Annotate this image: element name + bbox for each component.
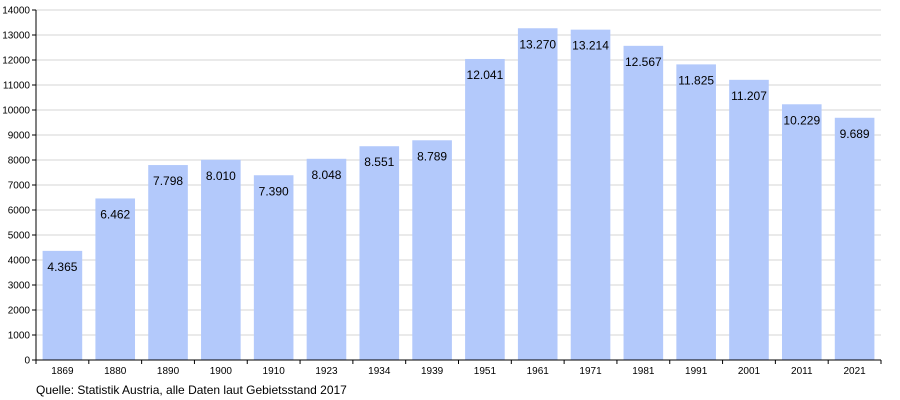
bar-1951 xyxy=(465,58,505,360)
x-tick-label: 1910 xyxy=(263,366,286,377)
y-tick-label: 4000 xyxy=(8,256,31,267)
bar-1934 xyxy=(359,146,400,360)
y-tick-label: 7000 xyxy=(8,181,31,192)
bar-1890 xyxy=(148,165,188,360)
bar-1971 xyxy=(570,29,611,361)
x-tick-label: 1900 xyxy=(210,366,233,377)
y-tick-label: 0 xyxy=(24,356,30,367)
y-tick-label: 12000 xyxy=(2,56,30,67)
bar-value-label: 6.462 xyxy=(100,207,130,221)
axes xyxy=(32,9,882,364)
bar-1961 xyxy=(517,28,558,360)
y-tick-label: 11000 xyxy=(3,81,31,92)
y-tick-label: 10000 xyxy=(2,106,30,117)
y-tick-label: 3000 xyxy=(8,281,31,292)
bar-value-label: 8.010 xyxy=(206,169,236,183)
bar-1939 xyxy=(412,140,452,360)
population-bar-chart: 0 1000 2000 3000 4000 5000 6000 7000 8000 9000 100… xyxy=(2,6,882,377)
x-tick-label: 2011 xyxy=(791,366,813,377)
bar-value-label: 7.390 xyxy=(259,184,289,198)
x-tick-label: 2001 xyxy=(738,366,761,377)
x-tick-labels: 1869 1880 1890 1900 1910 1923 1934 1939 1951 1961… xyxy=(51,366,866,377)
x-tick-label: 1971 xyxy=(579,366,602,377)
y-tick-label: 9000 xyxy=(8,131,31,142)
bar-value-label: 13.270 xyxy=(519,37,556,51)
y-tick-label: 6000 xyxy=(8,206,31,217)
bar-2021 xyxy=(834,117,875,361)
bar-value-label: 11.207 xyxy=(731,89,767,103)
x-tick-label: 1951 xyxy=(474,366,497,377)
x-tick-label: 1869 xyxy=(51,366,74,377)
bar-2001 xyxy=(729,79,769,360)
y-tick-label: 5000 xyxy=(8,231,31,242)
bar-value-label: 8.048 xyxy=(311,168,341,182)
bar-2011 xyxy=(781,104,822,361)
y-tick-labels: 0 1000 2000 3000 4000 5000 6000 7000 8000 9000 100… xyxy=(2,6,30,367)
bar-1991 xyxy=(676,64,716,360)
x-tick-label: 1934 xyxy=(368,366,391,377)
bar-value-label: 12.041 xyxy=(467,68,504,82)
bar-value-label: 10.229 xyxy=(783,113,820,127)
x-tick-label: 1939 xyxy=(421,366,444,377)
bar-value-labels: 4.365 6.462 7.798 8.010 7.390 8.048 8.551 8.789… xyxy=(47,37,870,274)
x-tick-label: 1890 xyxy=(157,366,180,377)
bar-1981 xyxy=(623,45,664,360)
x-tick-label: 1981 xyxy=(632,366,655,377)
y-tick-label: 2000 xyxy=(8,306,31,317)
y-tick-label: 1000 xyxy=(8,331,31,342)
x-tick-label: 2021 xyxy=(843,366,866,377)
bar-1923 xyxy=(306,158,347,360)
bar-value-label: 13.214 xyxy=(572,39,609,53)
bar-1880 xyxy=(95,198,136,360)
x-tick-label: 1923 xyxy=(315,366,338,377)
bar-1910 xyxy=(253,175,294,360)
y-tick-label: 13000 xyxy=(2,31,30,42)
bar-value-label: 7.798 xyxy=(153,174,183,188)
bar-1869 xyxy=(42,250,83,360)
bar-1900 xyxy=(201,159,241,360)
x-tick-label: 1880 xyxy=(104,366,127,377)
x-tick-label: 1991 xyxy=(685,366,708,377)
bar-value-label: 8.789 xyxy=(417,149,447,163)
x-tick-label: 1961 xyxy=(527,366,550,377)
bar-value-label: 12.567 xyxy=(625,55,662,69)
bar-value-label: 9.689 xyxy=(840,127,870,141)
bar-value-label: 8.551 xyxy=(364,155,394,169)
y-tick-label: 8000 xyxy=(8,156,31,167)
bar-value-label: 4.365 xyxy=(47,260,77,274)
bars xyxy=(42,28,875,361)
y-tick-label: 14000 xyxy=(2,6,30,17)
bar-value-label: 11.825 xyxy=(678,73,714,87)
source-note: Quelle: Statistik Austria, alle Daten la… xyxy=(36,383,347,397)
